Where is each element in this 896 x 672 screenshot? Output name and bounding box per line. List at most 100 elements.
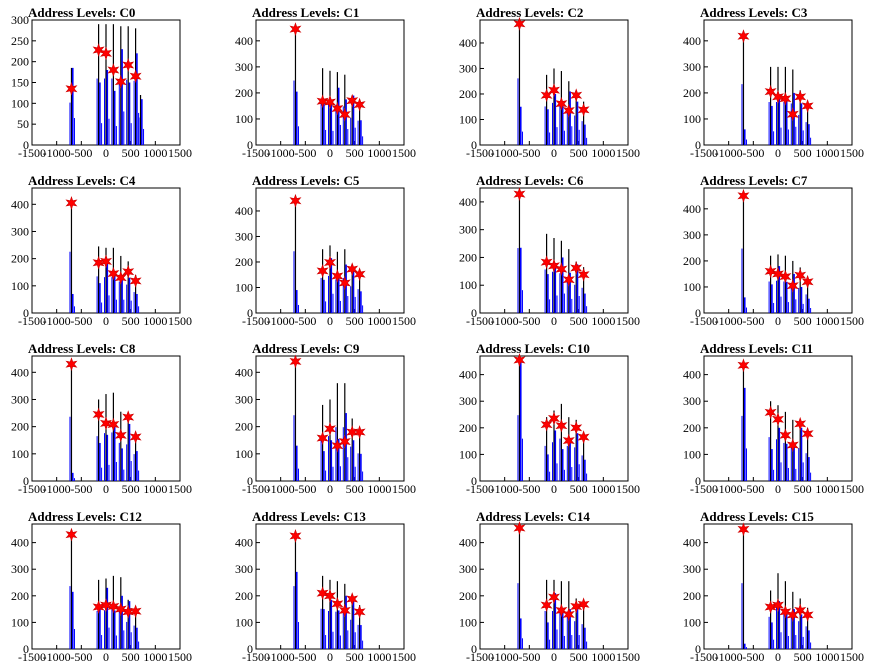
y-tick-label: 400 [683,368,701,382]
spike-group [552,238,558,313]
x-tick-label: 500 [570,146,588,160]
spike-group [544,579,551,649]
y-tick-label: 0 [695,138,701,152]
star-marker [107,63,120,77]
x-tick-label: -1000 [267,650,295,664]
star-marker [779,269,792,284]
y-tick-label: 0 [471,306,477,320]
spike-group [328,70,334,145]
y-tick-label: 200 [11,589,29,603]
x-tick-label: -1000 [43,482,71,496]
y-tick-label: 200 [11,420,29,434]
spike-group [350,595,356,649]
x-tick-label: 1500 [840,146,864,160]
star-marker [289,529,302,543]
y-tick-label: 100 [235,280,253,294]
y-tick-label: 400 [235,365,253,379]
y-tick-label: 400 [459,536,477,550]
star-marker [331,438,344,453]
panel-c0: Address Levels: C0 0 50 100 150 200 250 300 -150… [11,5,192,160]
x-tick-label: 500 [570,314,588,328]
spike-group [783,255,789,313]
panel-title: Address Levels: C2 [476,5,583,20]
y-tick-label: 300 [459,394,477,408]
y-tick-label: 400 [11,197,29,211]
spike-group [69,534,75,649]
panel-c6: Address Levels: C6 0 100 200 300 400 -1500-100… [459,173,640,328]
x-tick-label: -500 [70,650,92,664]
spike-group [104,578,110,649]
x-tick-label: 1500 [840,482,864,496]
star-marker [100,416,112,431]
x-tick-label: 0 [551,482,557,496]
star-marker [324,421,336,436]
x-tick-label: -500 [518,146,540,160]
x-tick-label: 0 [103,314,109,328]
x-tick-label: -500 [70,482,92,496]
star-marker [289,22,302,37]
y-tick-label: 200 [683,86,701,100]
x-tick-label: 500 [346,650,364,664]
y-tick-label: 200 [459,87,477,101]
spike-group [111,392,117,481]
spike-group [118,411,125,481]
x-tick-label: 1500 [616,482,640,496]
spike-group [111,247,117,313]
x-tick-label: 1000 [367,650,391,664]
star-marker [794,603,807,618]
y-tick-label: 200 [459,250,477,264]
spike-group [320,575,327,649]
x-tick-label: 1000 [591,314,615,328]
y-tick-label: 100 [11,279,29,293]
y-tick-label: 200 [683,589,701,603]
star-marker [100,254,112,269]
star-marker [570,420,583,435]
spike-group [138,95,145,145]
y-tick-label: 0 [471,138,477,152]
y-tick-label: 100 [11,447,29,461]
star-marker [346,425,359,440]
x-tick-label: 0 [775,482,781,496]
y-tick-label: 300 [235,562,253,576]
y-tick-label: 50 [17,117,29,131]
x-tick-label: 1500 [392,482,416,496]
x-tick-label: 1500 [392,314,416,328]
star-marker [92,407,105,422]
y-tick-label: 200 [235,86,253,100]
star-marker [107,599,120,614]
x-tick-label: 0 [327,146,333,160]
x-tick-label: 1500 [616,146,640,160]
x-tick-label: 0 [327,482,333,496]
x-tick-label: 1500 [392,146,416,160]
spike-group [517,529,523,649]
x-tick-label: -1500 [18,650,46,664]
star-marker [331,596,344,611]
panel-title: Address Levels: C6 [476,173,584,188]
star-marker [577,597,590,612]
y-tick-label: 0 [23,474,29,488]
star-marker [801,608,814,622]
x-tick-label: 1500 [168,650,192,664]
star-marker [794,416,807,431]
x-tick-label: -1500 [466,650,494,664]
panel-c13: Address Levels: C13 0 100 200 300 400 -1500-10… [235,509,416,664]
star-marker [513,353,526,367]
panel-title: Address Levels: C15 [700,509,814,524]
x-tick-label: 500 [122,650,140,664]
x-tick-label: 500 [794,482,812,496]
spike-group [133,28,140,145]
y-tick-label: 100 [459,112,477,126]
spike-group [776,66,782,145]
y-tick-label: 100 [11,615,29,629]
panel-title: Address Levels: C9 [252,341,360,356]
spike-group [126,26,132,145]
y-tick-label: 0 [695,642,701,656]
star-marker [107,266,120,281]
star-marker [548,411,560,426]
x-tick-label: 1000 [815,146,839,160]
x-tick-label: -500 [70,146,92,160]
star-marker [114,428,127,443]
star-marker [555,262,568,277]
panel-c1: Address Levels: C1 0 100 200 300 400 -1500-100… [235,5,416,160]
star-marker [555,603,568,618]
